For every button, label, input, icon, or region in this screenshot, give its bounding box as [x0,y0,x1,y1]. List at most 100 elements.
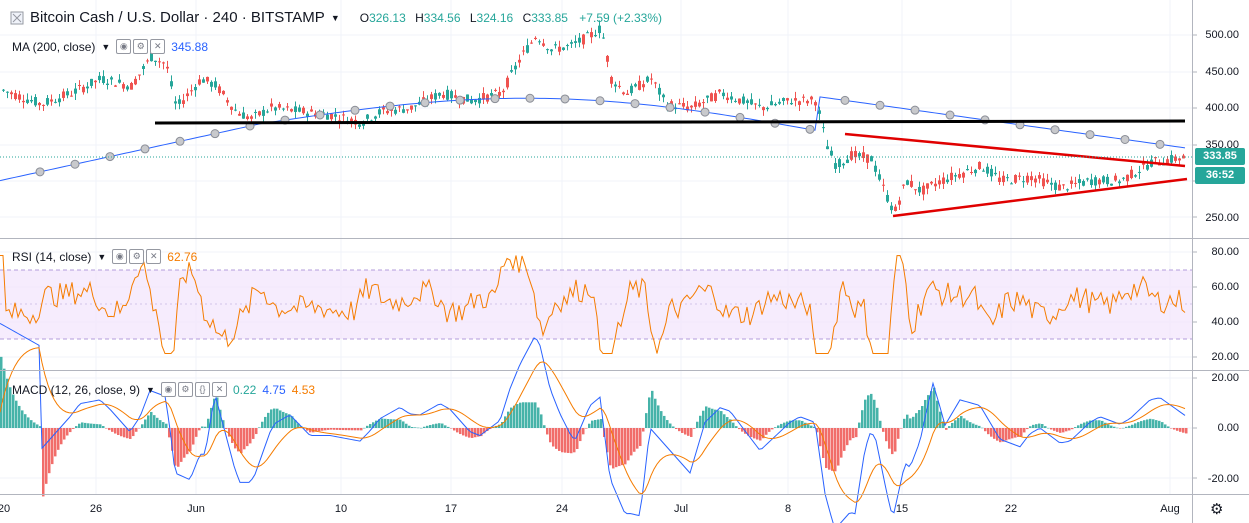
histogram-bar [108,428,111,431]
triangle-lower-line[interactable] [892,177,1188,218]
macd-axis-label: -20.00 [1207,473,1239,485]
histogram-bar [1050,428,1053,430]
histogram-bar [1152,419,1155,428]
chevron-down-icon[interactable]: ▼ [97,251,107,262]
histogram-bar [957,417,960,428]
candle-body [58,98,61,103]
histogram-bar [1158,420,1161,428]
close-icon[interactable]: ✕ [211,382,227,397]
histogram-bar [762,428,765,439]
chevron-down-icon[interactable]: ▼ [330,12,340,23]
histogram-bar [969,422,972,428]
histogram-bar [153,415,156,428]
close-icon[interactable]: ✕ [150,39,166,54]
chevron-down-icon[interactable]: ▼ [101,41,111,52]
histogram-bar [414,427,417,428]
histogram-bar [1095,420,1098,428]
candle-body [1166,159,1169,164]
bitcoin-cash-logo-icon [10,11,24,24]
ma-marker [315,110,325,120]
ma-markers [35,93,1165,177]
histogram-bar [801,420,804,428]
histogram-bar [48,428,51,474]
histogram-bar [1077,425,1080,428]
gear-icon[interactable]: ⚙ [129,249,145,264]
source-code-icon[interactable]: {} [194,382,210,397]
histogram-bar [1065,428,1068,432]
histogram-bar [1119,428,1122,429]
histogram-bar [66,428,69,436]
candle-body [254,111,257,113]
eye-icon[interactable]: ◉ [160,382,176,397]
support-line[interactable] [154,119,1186,125]
eye-icon[interactable]: ◉ [116,39,132,54]
candle-body [50,99,53,102]
histogram-bar [441,423,444,428]
gear-icon[interactable]: ⚙ [1210,501,1224,518]
candle-body [846,159,849,164]
histogram-bar [915,413,918,428]
open-label: O [359,10,370,25]
candle-body [790,102,793,105]
candle-body [22,100,25,103]
candle-body [1026,175,1029,183]
histogram-bar [45,428,48,484]
histogram-bar [1056,428,1059,432]
candle-body [782,97,785,101]
candle-body [582,34,585,45]
candle-body [218,86,221,94]
rsi-line [0,254,1186,354]
histogram-bar [633,428,636,452]
candle-body [974,169,977,174]
gear-icon[interactable]: ⚙ [133,39,149,54]
candle-body [818,110,821,114]
histogram-bar [120,428,123,437]
candle-body [206,76,209,82]
candle-body [706,95,709,98]
ma-marker [420,98,430,108]
histogram-bar [21,410,24,428]
symbol-title[interactable]: Bitcoin Cash / U.S. Dollar · 240 · BITST… [30,9,325,26]
candle-body [370,120,373,122]
close-icon[interactable]: ✕ [146,249,162,264]
histogram-bar [1143,420,1146,428]
candle-body [290,109,293,112]
candle-body [898,200,901,205]
histogram-bar [237,428,240,452]
candle-body [506,77,509,88]
macd-label[interactable]: MACD (12, 26, close, 9) [12,382,141,397]
candle-body [434,93,437,100]
candle-body [326,114,329,120]
eye-icon[interactable]: ◉ [112,249,128,264]
histogram-bar [1059,428,1062,433]
histogram-bar [840,428,843,458]
open-value: 326.13 [369,10,406,25]
histogram-bar [951,422,954,428]
triangle-upper-line[interactable] [844,132,1186,168]
candle-body [926,183,929,189]
histogram-bar [1092,420,1095,428]
candle-body [566,45,569,47]
histogram-bar [216,397,219,428]
candle-body [478,97,481,104]
candle-body [786,98,789,101]
gear-icon[interactable]: ⚙ [177,382,193,397]
candle-body [638,80,641,90]
candle-body [858,153,861,157]
histogram-bar [63,428,66,440]
rsi-label[interactable]: RSI (14, close) [12,249,92,264]
histogram-bar [186,428,189,455]
chevron-down-icon[interactable]: ▼ [146,384,155,395]
histogram-bar [339,428,342,430]
histogram-bar [519,402,522,428]
macd-controls: ◉ ⚙ {} ✕ [160,382,227,397]
rsi-axis-label: 40.00 [1211,316,1239,328]
histogram-bar [867,395,870,428]
ma-label[interactable]: MA (200, close) [12,39,96,54]
histogram-bar [807,424,810,428]
histogram-bar [438,423,441,428]
histogram-bar [978,425,981,428]
histogram-bar [27,417,30,428]
histogram-bar [198,428,201,431]
